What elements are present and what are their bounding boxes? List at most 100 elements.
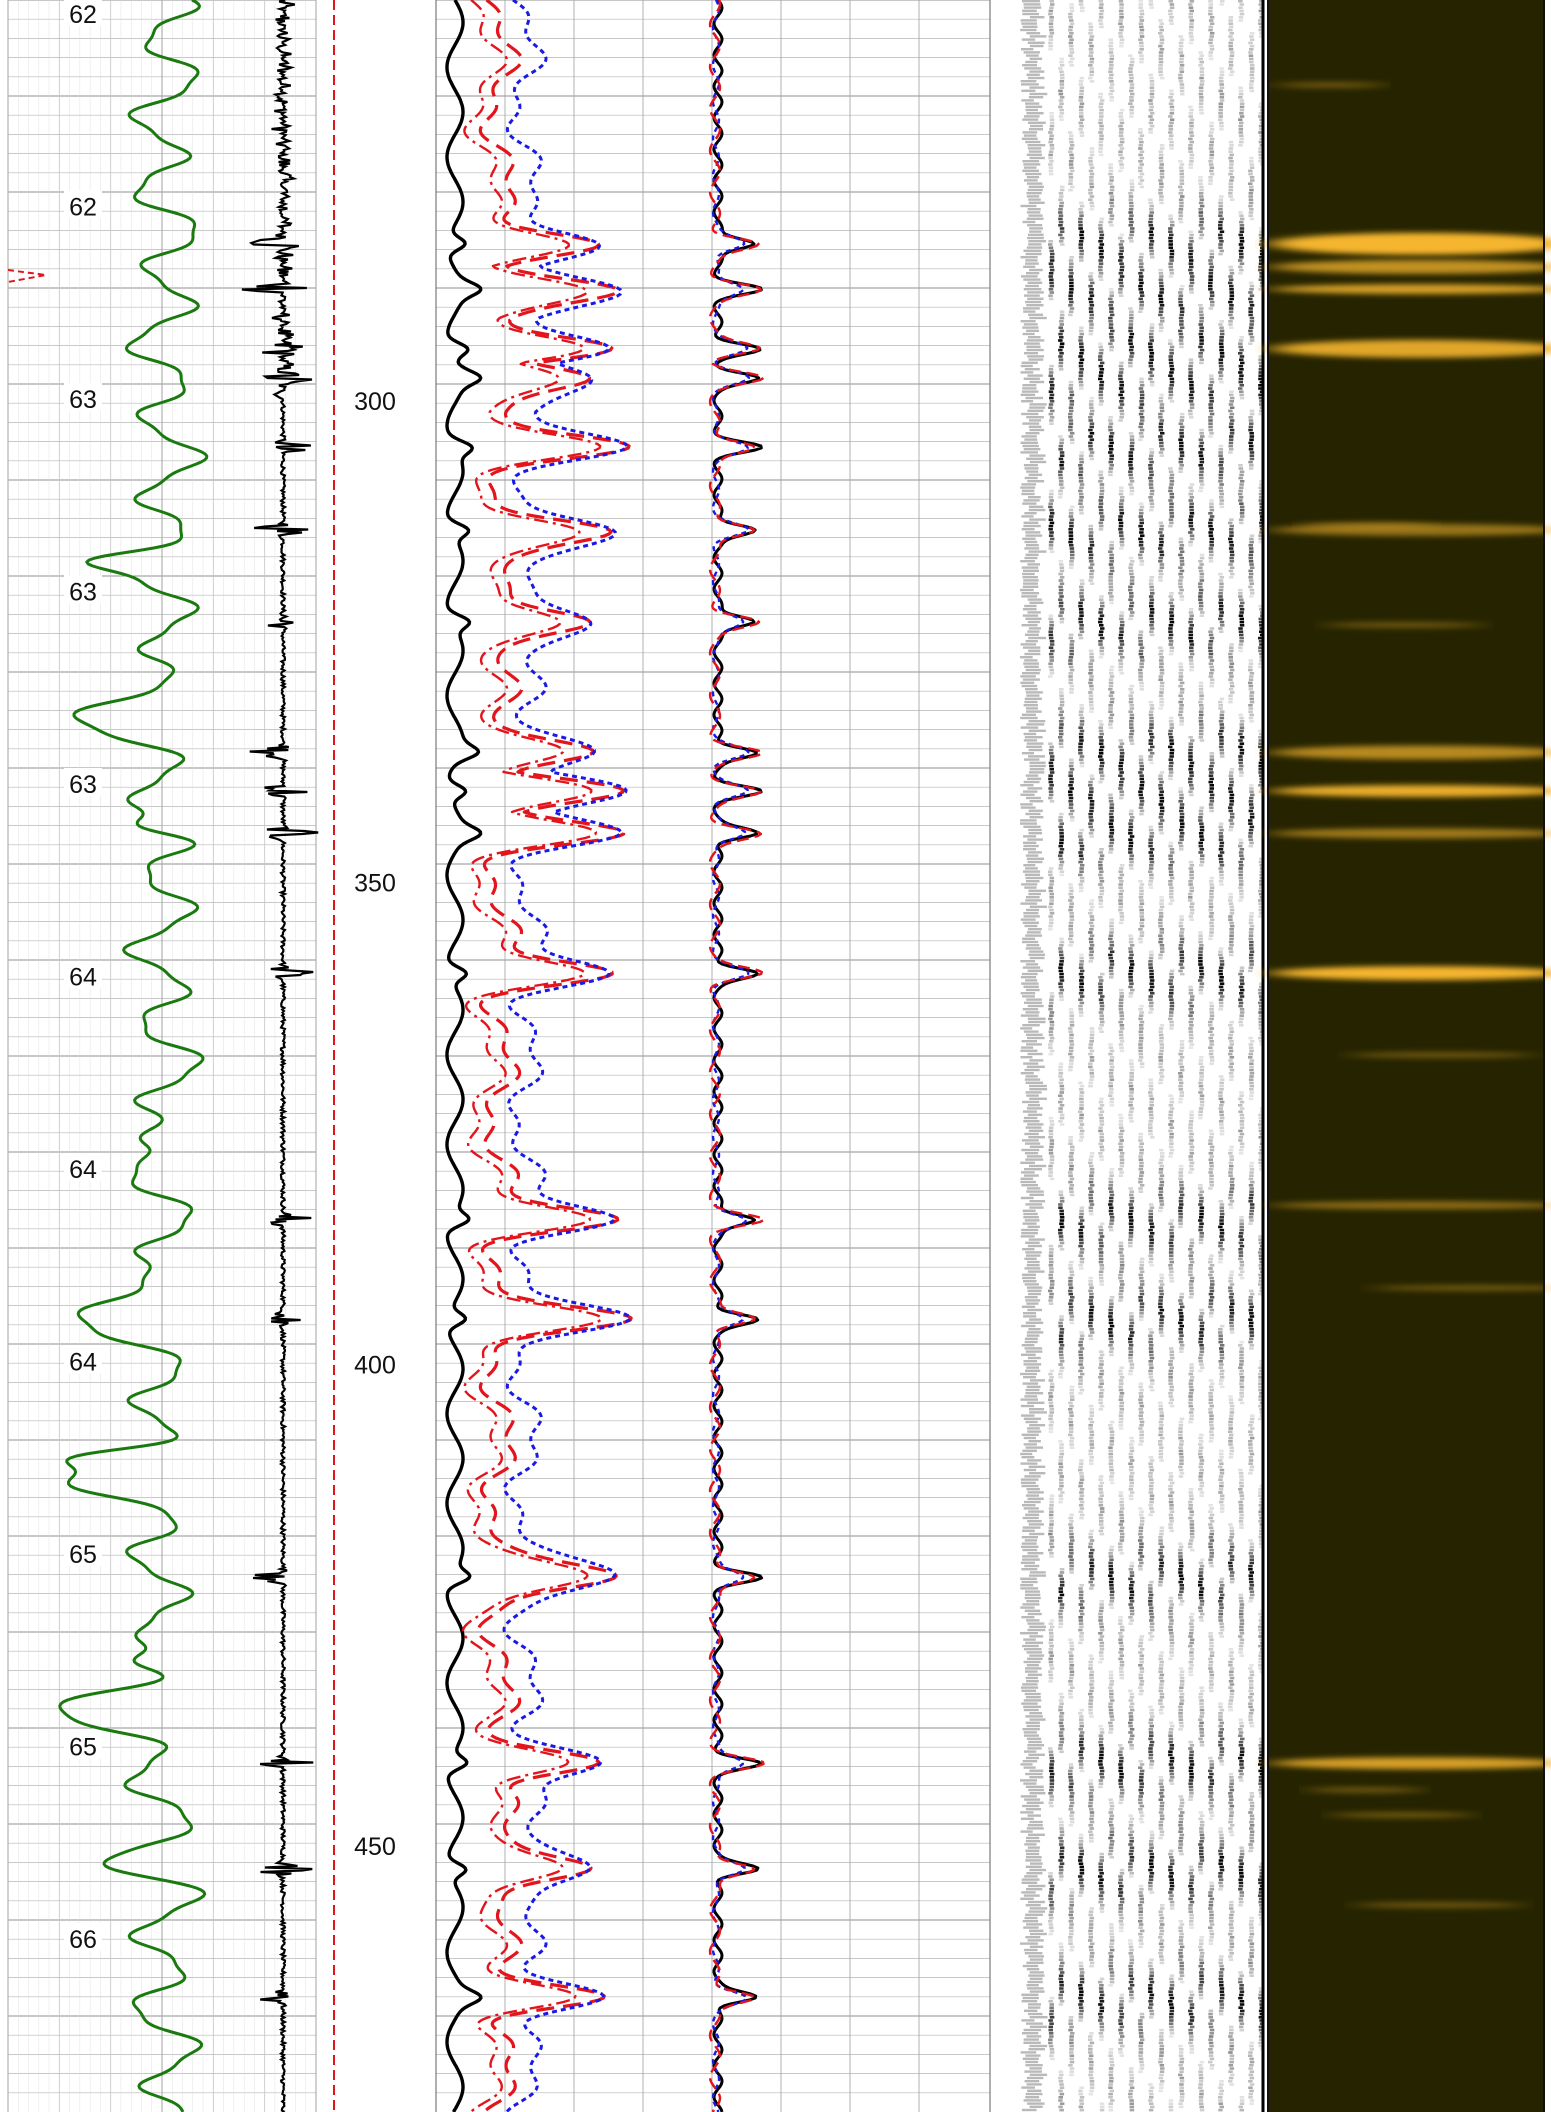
waveform-trace-cell	[1139, 28, 1145, 32]
waveform-trace-cell	[1048, 505, 1053, 509]
waveform-trace-cell	[1178, 304, 1184, 307]
waveform-trace-cell	[1168, 486, 1173, 489]
waveform-trace-cell	[1158, 1206, 1164, 1209]
waveform-trace-cell	[1199, 217, 1204, 221]
waveform-trace-edge	[1023, 166, 1037, 169]
waveform-trace-cell	[1128, 608, 1133, 611]
waveform-trace-cell	[1190, 995, 1195, 998]
waveform-trace-cell	[1199, 483, 1205, 486]
waveform-trace-edge	[1024, 438, 1038, 441]
waveform-trace-cell	[1178, 1164, 1184, 1168]
waveform-trace-cell	[1178, 1225, 1183, 1229]
waveform-trace-cell	[1249, 1062, 1254, 1065]
waveform-trace-cell	[1208, 275, 1213, 278]
waveform-trace-cell	[1069, 409, 1074, 413]
waveform-trace-cell	[1078, 377, 1083, 381]
waveform-trace-cell	[1219, 1100, 1225, 1104]
waveform-trace-cell	[1069, 438, 1075, 441]
waveform-trace-cell	[1089, 652, 1094, 656]
waveform-trace-cell	[1069, 32, 1074, 35]
waveform-trace-cell	[1248, 800, 1254, 803]
waveform-trace-cell	[1219, 1081, 1224, 1085]
waveform-trace-cell	[1179, 809, 1184, 813]
waveform-trace-cell	[1099, 524, 1104, 528]
waveform-trace-cell	[1198, 64, 1203, 67]
waveform-trace-cell	[1229, 684, 1235, 688]
waveform-trace-cell	[1178, 192, 1183, 195]
waveform-trace-cell	[1068, 665, 1074, 669]
waveform-trace-cell	[1048, 1132, 1054, 1136]
waveform-trace-cell	[1258, 1126, 1263, 1129]
waveform-trace-cell	[1189, 265, 1194, 269]
waveform-trace-cell	[1149, 329, 1154, 333]
waveform-trace-cell	[1119, 28, 1124, 32]
waveform-trace-cell	[1209, 294, 1215, 297]
waveform-trace-cell	[1158, 281, 1164, 285]
waveform-trace-edge	[1029, 92, 1048, 96]
waveform-trace-cell	[1179, 720, 1184, 723]
waveform-trace-cell	[1108, 956, 1114, 960]
waveform-trace-cell	[1218, 992, 1223, 995]
waveform-trace-cell	[1208, 652, 1214, 656]
waveform-trace-cell	[1068, 771, 1073, 774]
waveform-trace-cell	[1049, 393, 1055, 397]
waveform-trace-cell	[1088, 169, 1094, 173]
waveform-trace-cell	[1068, 806, 1074, 809]
waveform-trace-edge	[1028, 771, 1045, 774]
waveform-trace-cell	[1118, 531, 1124, 534]
waveform-trace-cell	[1109, 540, 1114, 544]
waveform-trace-cell	[1198, 1219, 1203, 1222]
waveform-trace-cell	[1098, 1113, 1103, 1117]
waveform-trace-cell	[1069, 140, 1074, 144]
waveform-trace-cell	[1178, 422, 1184, 425]
waveform-trace-cell	[1118, 774, 1123, 777]
waveform-trace-cell	[1198, 560, 1203, 563]
waveform-trace-cell	[1089, 313, 1094, 317]
waveform-trace-cell	[1158, 924, 1163, 928]
waveform-trace-cell	[1180, 822, 1185, 825]
waveform-trace-cell	[1058, 864, 1064, 867]
waveform-trace-cell	[1098, 358, 1103, 361]
waveform-trace-edge	[1024, 604, 1037, 608]
waveform-trace-cell	[1228, 940, 1234, 944]
waveform-trace-cell	[1048, 502, 1053, 505]
waveform-trace-cell	[1169, 371, 1174, 374]
waveform-trace-cell	[1159, 688, 1165, 691]
waveform-trace-cell	[1238, 352, 1243, 355]
waveform-trace-cell	[1189, 665, 1195, 669]
waveform-trace-cell	[1119, 992, 1124, 995]
waveform-trace-cell	[1090, 281, 1095, 285]
waveform-trace-cell	[1058, 572, 1063, 576]
waveform-trace-cell	[1218, 1200, 1224, 1203]
waveform-trace-cell	[1119, 1171, 1124, 1174]
waveform-trace-cell	[1059, 345, 1064, 349]
waveform-trace-cell	[1119, 249, 1124, 253]
waveform-trace-cell	[1089, 185, 1095, 189]
waveform-trace-cell	[1139, 416, 1145, 419]
waveform-trace-cell	[1228, 67, 1233, 70]
waveform-trace-cell	[1068, 662, 1073, 665]
waveform-trace-cell	[1199, 73, 1205, 77]
waveform-trace-cell	[1179, 441, 1184, 445]
waveform-trace-cell	[1169, 1120, 1175, 1123]
waveform-trace-cell	[1068, 764, 1074, 768]
waveform-trace-cell	[1140, 780, 1145, 784]
waveform-trace-cell	[1239, 716, 1244, 720]
waveform-trace-cell	[1078, 1139, 1083, 1142]
waveform-trace-cell	[1079, 729, 1085, 733]
waveform-trace-cell	[1108, 1046, 1114, 1049]
waveform-trace-cell	[1129, 448, 1135, 451]
waveform-trace-cell	[1139, 262, 1144, 265]
waveform-trace-cell	[1130, 227, 1135, 230]
waveform-trace-cell	[1158, 25, 1164, 29]
waveform-trace-cell	[1218, 1254, 1224, 1257]
waveform-trace-cell	[1178, 166, 1184, 169]
waveform-trace-cell	[1149, 761, 1154, 765]
waveform-trace-cell	[1128, 995, 1133, 998]
waveform-trace-cell	[1159, 668, 1165, 672]
waveform-trace-cell	[1109, 924, 1114, 928]
waveform-trace-cell	[1209, 1174, 1214, 1177]
waveform-trace-cell	[1078, 508, 1084, 512]
waveform-trace-edge	[1027, 1036, 1045, 1040]
waveform-trace-cell	[1239, 3, 1244, 6]
